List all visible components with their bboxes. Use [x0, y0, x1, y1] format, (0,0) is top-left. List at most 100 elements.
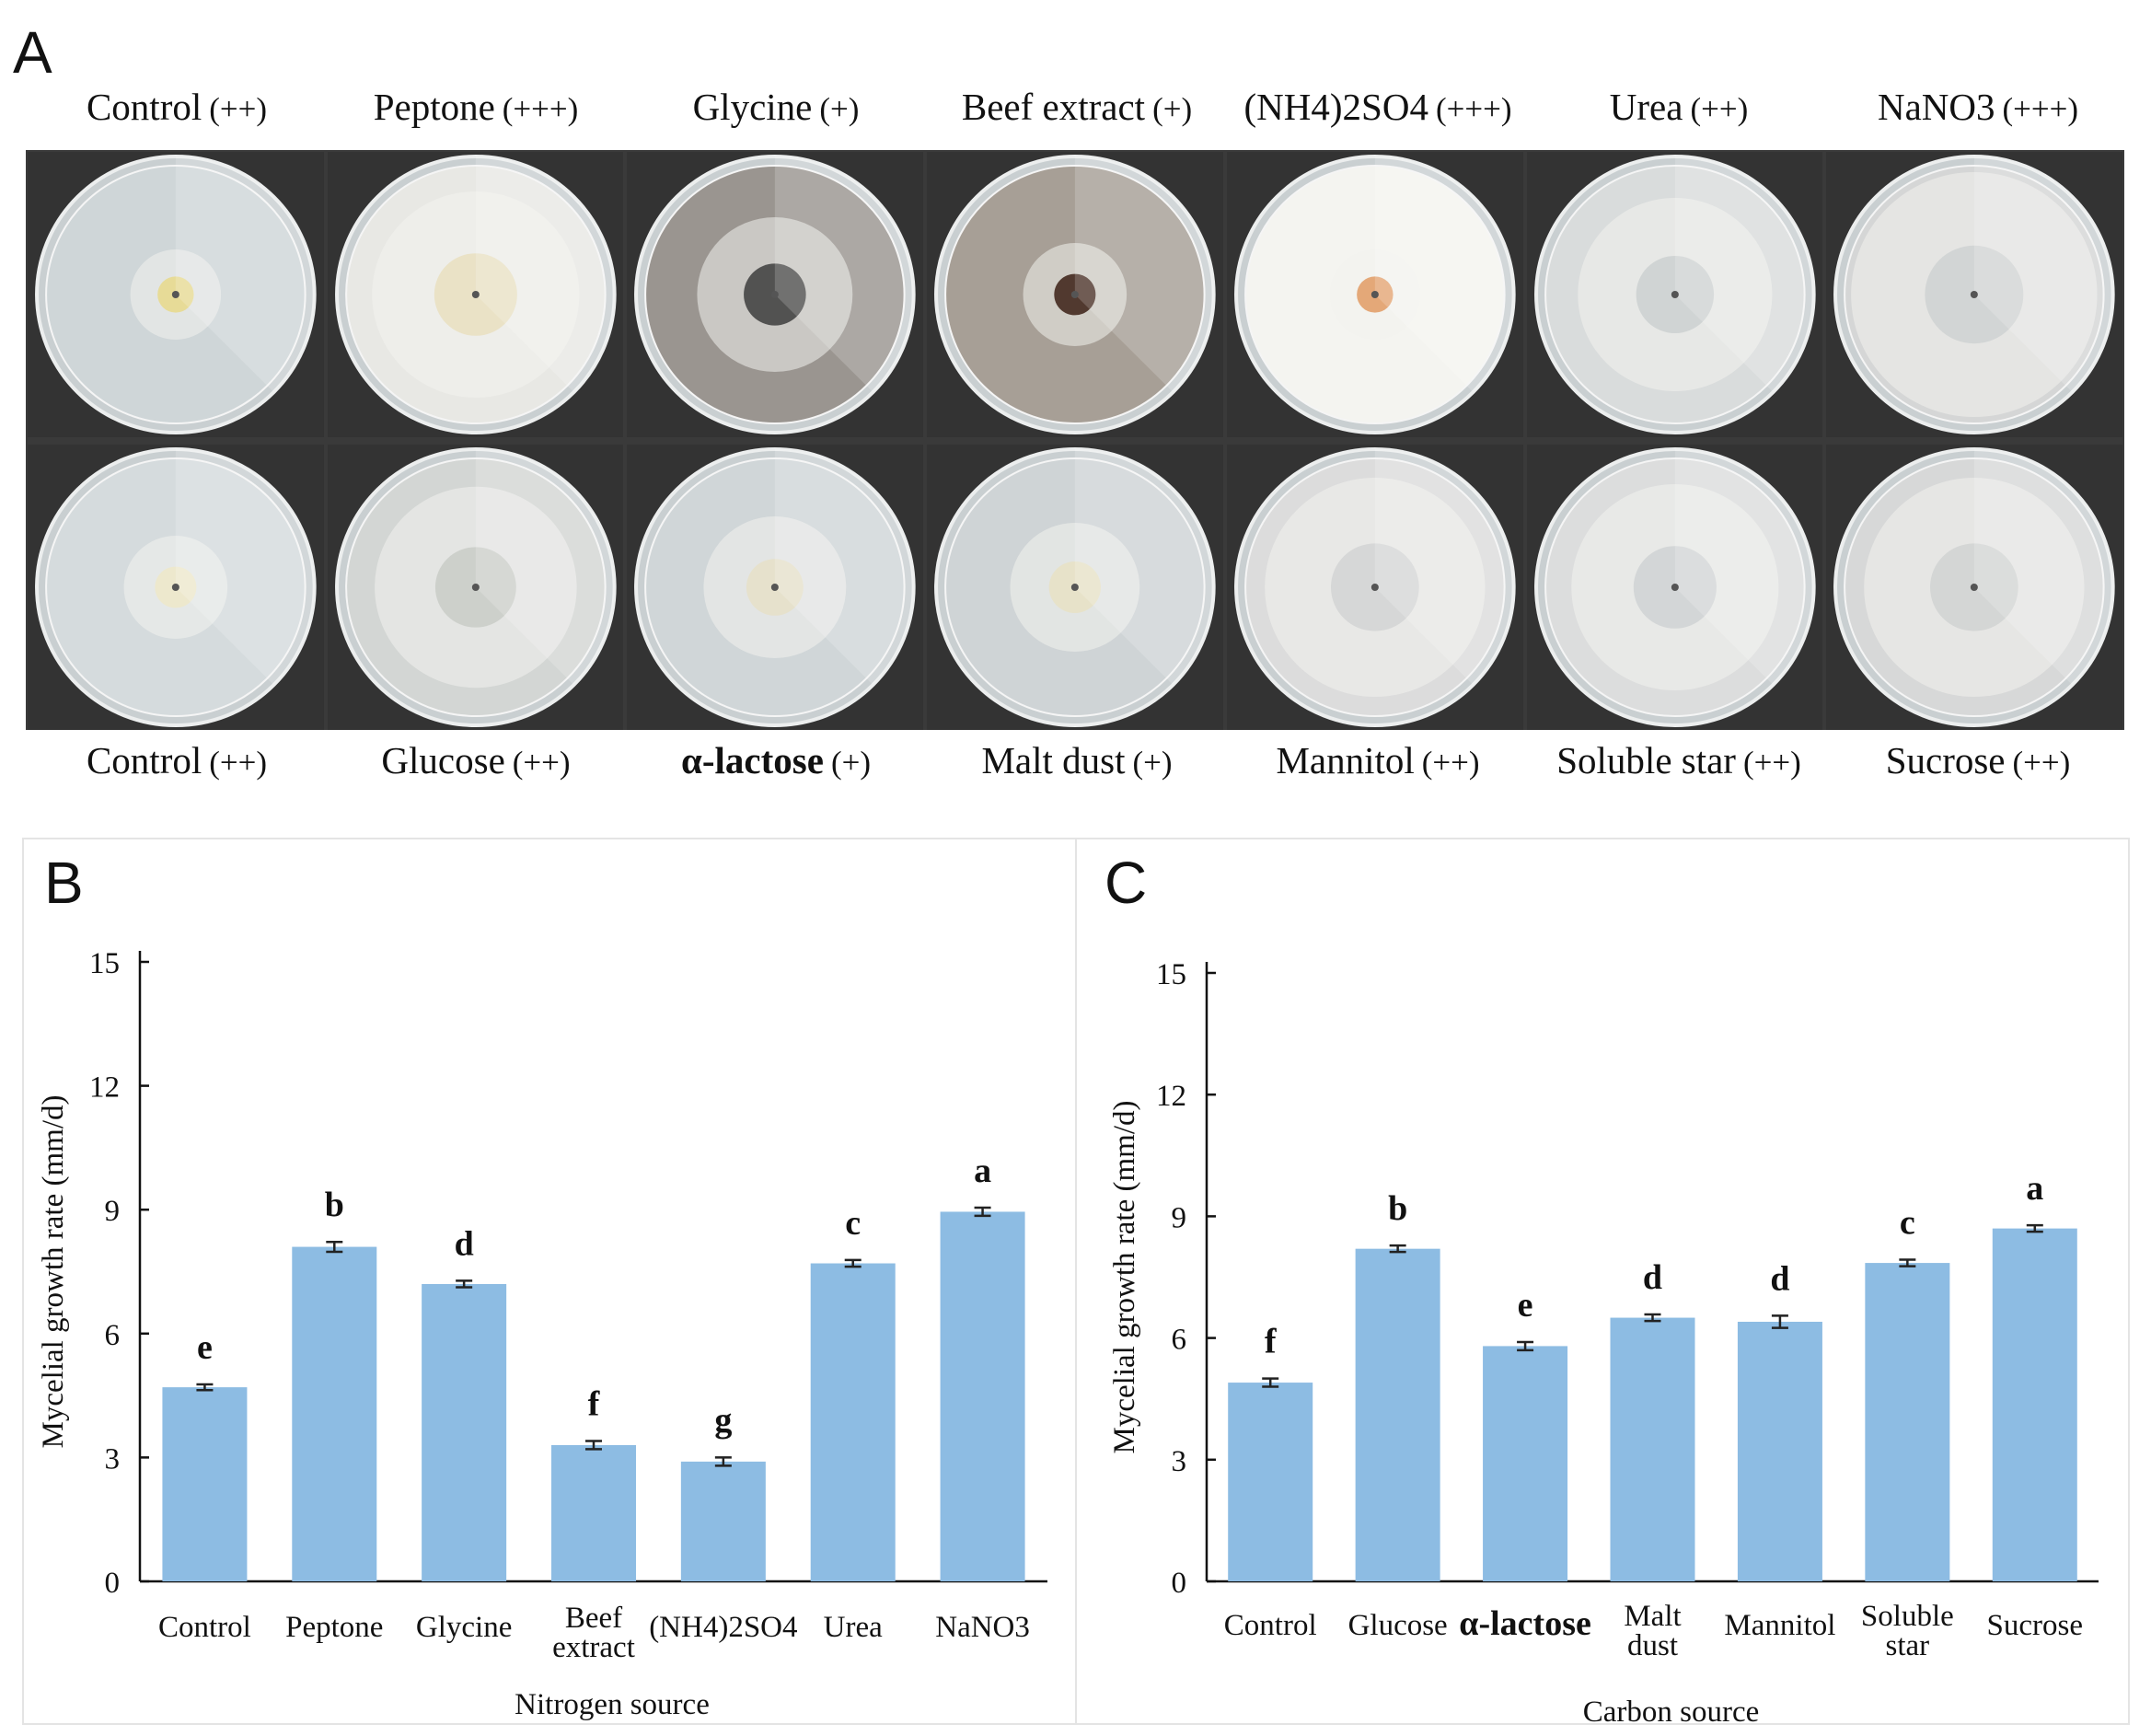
top-label-name: Beef extract	[961, 86, 1146, 128]
culture-dish-photo	[927, 445, 1223, 730]
top-label-5: Urea (++)	[1528, 85, 1830, 129]
bottom-label-3: Malt dust (+)	[926, 738, 1228, 782]
x-category-label: (NH4)2SO4	[649, 1611, 797, 1644]
bottom-label-5: Soluble star (++)	[1528, 738, 1830, 782]
top-label-6: NaNO3 (+++)	[1827, 85, 2129, 129]
x-category-label: Soluble	[1861, 1600, 1954, 1633]
top-label-name: Glycine	[692, 86, 813, 128]
bottom-label-name: Malt dust	[981, 739, 1126, 781]
bar	[1992, 1228, 2077, 1581]
y-tick-label: 3	[105, 1442, 121, 1476]
bottom-label-suffix: (++)	[512, 745, 571, 781]
bottom-label-4: Mannitol (++)	[1227, 738, 1529, 782]
significance-letter: b	[1388, 1189, 1407, 1228]
bottom-label-suffix: (++)	[1742, 745, 1801, 781]
significance-letter: a	[2026, 1169, 2043, 1208]
bar	[1228, 1383, 1313, 1581]
culture-dish-photo	[1526, 445, 1823, 730]
top-label-0: Control (++)	[26, 85, 328, 129]
x-category-label: α-lactose	[1459, 1604, 1591, 1643]
top-label-2: Glycine (+)	[625, 85, 927, 129]
bar	[940, 1211, 1025, 1581]
bottom-label-2: α-lactose (+)	[625, 738, 927, 782]
top-label-name: Control	[86, 86, 202, 128]
y-tick-label: 12	[89, 1071, 120, 1105]
top-label-suffix: (+++)	[1435, 91, 1512, 127]
x-category-label: Beef	[565, 1602, 622, 1635]
bottom-label-suffix: (++)	[209, 745, 268, 781]
bottom-label-suffix: (+)	[1132, 745, 1173, 781]
top-label-3: Beef extract (+)	[926, 85, 1228, 129]
y-tick-label: 3	[1172, 1445, 1187, 1478]
bar	[1737, 1321, 1822, 1581]
x-axis-title: Nitrogen source	[515, 1688, 710, 1721]
top-label-suffix: (+++)	[2002, 91, 2079, 127]
y-tick-label: 15	[1156, 958, 1186, 991]
top-label-name: NaNO3	[1877, 86, 1995, 128]
bottom-label-6: Sucrose (++)	[1827, 738, 2129, 782]
top-label-name: (NH4)2SO4	[1243, 86, 1428, 128]
y-tick-label: 6	[105, 1319, 121, 1352]
culture-dish-photo	[28, 445, 324, 730]
bar	[1355, 1248, 1440, 1581]
significance-letter: g	[714, 1401, 732, 1440]
bottom-label-name: α-lactose	[681, 739, 824, 781]
significance-letter: f	[588, 1384, 601, 1423]
culture-dish-grid	[26, 150, 2124, 730]
x-category-label: Control	[1224, 1609, 1317, 1642]
culture-dish-photo	[28, 152, 324, 437]
x-category-label: Glycine	[416, 1611, 512, 1644]
significance-letter: f	[1265, 1323, 1278, 1361]
significance-letter: d	[1643, 1258, 1662, 1297]
bar	[162, 1387, 248, 1581]
x-category-label: NaNO3	[935, 1611, 1030, 1644]
x-category-label: star	[1886, 1629, 1930, 1662]
culture-dish-photo	[1226, 445, 1523, 730]
bottom-label-suffix: (+)	[830, 745, 871, 781]
bar	[810, 1263, 896, 1581]
top-label-name: Urea	[1609, 86, 1683, 128]
culture-dish-photo	[1826, 445, 2122, 730]
bottom-label-name: Control	[86, 739, 202, 781]
significance-letter: d	[455, 1224, 474, 1263]
culture-dish-photo	[927, 152, 1223, 437]
significance-letter: d	[1770, 1259, 1789, 1298]
bar	[1483, 1346, 1568, 1581]
x-category-label: Mannitol	[1724, 1609, 1835, 1642]
bottom-label-name: Glucose	[381, 739, 505, 781]
bottom-label-0: Control (++)	[26, 738, 328, 782]
bottom-label-1: Glucose (++)	[325, 738, 627, 782]
culture-dish-photo	[1826, 152, 2122, 437]
y-tick-label: 0	[105, 1567, 121, 1600]
bars: e b d f g c a	[162, 1152, 1025, 1581]
top-label-suffix: (+)	[819, 91, 860, 127]
panel-a: A Control (++) Peptone (+++) Glycine (+) Beef …	[0, 0, 2151, 810]
culture-dish-photo	[1526, 152, 1823, 437]
panel-a-label: A	[13, 19, 52, 86]
significance-letter: c	[1900, 1204, 1915, 1243]
culture-dish-photo	[1226, 152, 1523, 437]
bar	[292, 1246, 377, 1581]
top-label-4: (NH4)2SO4 (+++)	[1227, 85, 1529, 129]
x-category-label: Malt	[1624, 1600, 1681, 1633]
charts-area: B C 0 3 6 9 12 15 Mycelial growth rate (mm/d) e…	[0, 810, 2151, 1736]
bottom-label-suffix: (++)	[1421, 745, 1480, 781]
significance-letter: a	[974, 1152, 991, 1190]
y-tick-label: 0	[1172, 1567, 1187, 1600]
x-category-label: extract	[552, 1631, 635, 1664]
culture-dish-photo	[327, 445, 624, 730]
culture-dish-photo	[327, 152, 624, 437]
bar	[1610, 1317, 1695, 1581]
top-label-suffix: (+++)	[502, 91, 579, 127]
top-label-suffix: (++)	[1690, 91, 1749, 127]
bottom-label-suffix: (++)	[2012, 745, 2071, 781]
significance-letter: b	[325, 1186, 344, 1224]
y-tick-label: 9	[1172, 1201, 1187, 1234]
carbon-source-bar-chart: 0 3 6 9 12 15 Mycelial growth rate (mm/d) f b e d d…	[1108, 958, 2099, 1729]
x-category-label: Sucrose	[1987, 1609, 2083, 1642]
y-tick-label: 15	[89, 947, 120, 980]
x-axis-title: Carbon source	[1583, 1695, 1760, 1729]
bottom-label-name: Soluble star	[1556, 739, 1736, 781]
y-tick-label: 9	[105, 1195, 121, 1228]
y-axis-title: Mycelial growth rate (mm/d)	[37, 1095, 70, 1449]
